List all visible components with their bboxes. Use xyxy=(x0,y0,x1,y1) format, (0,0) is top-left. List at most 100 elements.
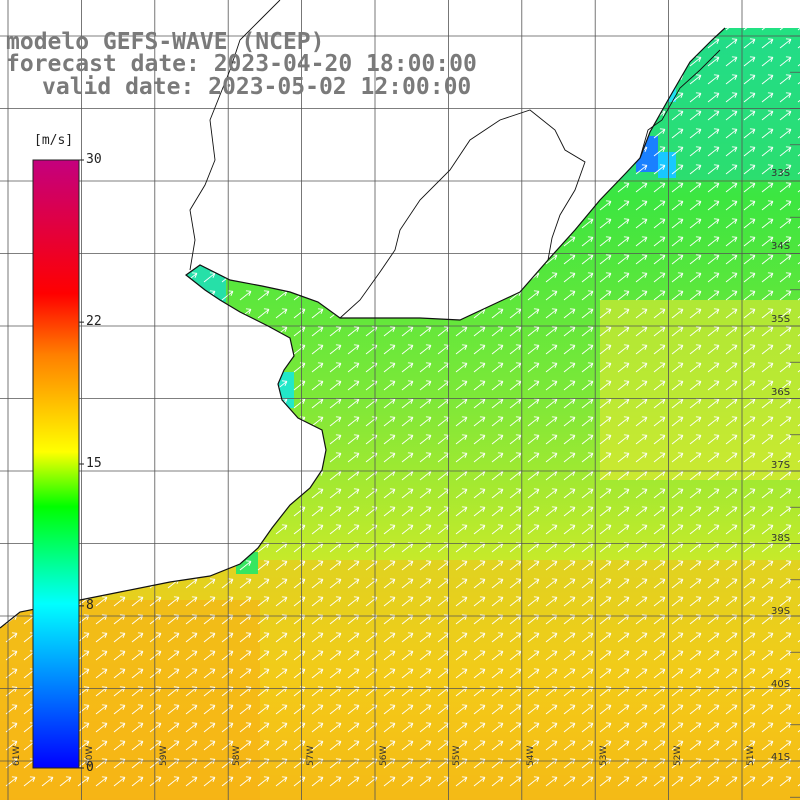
wind-arrow xyxy=(635,740,648,751)
wind-arrow xyxy=(635,578,648,589)
wind-arrow xyxy=(329,506,342,517)
wind-arrow xyxy=(293,722,306,733)
wind-arrow xyxy=(653,380,666,391)
wind-arrow xyxy=(491,488,504,499)
latitude-label: 40S xyxy=(771,679,791,690)
wind-arrow xyxy=(689,56,702,67)
wind-arrow xyxy=(293,578,306,589)
wind-arrow xyxy=(95,704,108,715)
wind-arrow xyxy=(527,488,540,499)
wind-arrow xyxy=(563,326,576,337)
wind-arrow xyxy=(581,776,594,787)
wind-arrow xyxy=(761,632,774,643)
wind-arrow xyxy=(743,560,756,571)
wind-arrow xyxy=(329,578,342,589)
wind-arrow xyxy=(761,776,774,787)
wind-arrow xyxy=(743,524,756,535)
wind-arrow xyxy=(293,398,306,409)
wind-arrow xyxy=(275,560,288,571)
wind-arrow xyxy=(545,290,558,301)
wind-arrow xyxy=(761,722,774,733)
wind-arrow xyxy=(329,326,342,337)
wind-arrow xyxy=(347,668,360,679)
wind-arrow xyxy=(419,776,432,787)
wind-arrow xyxy=(455,524,468,535)
wind-arrow xyxy=(617,362,630,373)
wind-arrow xyxy=(545,722,558,733)
wind-arrow xyxy=(671,578,684,589)
wind-arrow xyxy=(113,776,126,787)
wind-arrow xyxy=(77,650,90,661)
wind-arrow xyxy=(383,722,396,733)
wind-arrow xyxy=(689,740,702,751)
wind-arrow xyxy=(617,524,630,535)
wind-arrow xyxy=(653,326,666,337)
wind-arrow xyxy=(725,596,738,607)
wind-arrow xyxy=(707,254,720,265)
wind-arrow xyxy=(329,776,342,787)
wind-arrow xyxy=(761,146,774,157)
wind-arrow xyxy=(527,344,540,355)
wind-arrow xyxy=(491,578,504,589)
wind-arrow xyxy=(617,218,630,229)
country-border xyxy=(339,109,586,319)
lagoon-coast xyxy=(639,49,721,159)
wind-arrow xyxy=(383,560,396,571)
wind-arrow xyxy=(545,524,558,535)
wind-arrow xyxy=(545,632,558,643)
wind-arrow xyxy=(743,596,756,607)
wind-arrow xyxy=(779,560,792,571)
river-border xyxy=(189,0,281,271)
wind-arrow xyxy=(257,290,270,301)
wind-arrow xyxy=(563,506,576,517)
wind-arrow xyxy=(131,632,144,643)
wind-arrow xyxy=(671,452,684,463)
wind-arrow xyxy=(419,380,432,391)
wind-arrow xyxy=(761,344,774,355)
wind-arrow xyxy=(743,110,756,121)
wind-arrow xyxy=(743,182,756,193)
wind-arrow xyxy=(545,506,558,517)
wind-arrow xyxy=(347,434,360,445)
wind-arrow xyxy=(509,578,522,589)
wind-arrow xyxy=(419,344,432,355)
wind-arrow xyxy=(545,704,558,715)
wind-arrow xyxy=(599,218,612,229)
wind-arrow xyxy=(707,110,720,121)
wind-arrow xyxy=(779,398,792,409)
wind-arrow xyxy=(779,722,792,733)
wind-arrow xyxy=(635,560,648,571)
wind-arrow xyxy=(131,740,144,751)
wind-arrow xyxy=(239,722,252,733)
wind-arrow xyxy=(617,344,630,355)
wind-arrow xyxy=(779,110,792,121)
wind-arrow xyxy=(707,632,720,643)
wind-arrow xyxy=(329,632,342,643)
wind-arrow xyxy=(347,776,360,787)
wind-arrow xyxy=(203,632,216,643)
latitude-label: 38S xyxy=(771,533,791,544)
latitude-label: 33S xyxy=(771,168,791,179)
wind-arrow xyxy=(653,218,666,229)
wind-arrow xyxy=(491,380,504,391)
wind-arrow xyxy=(599,668,612,679)
wind-arrow xyxy=(275,722,288,733)
wind-arrow xyxy=(779,200,792,211)
wind-arrow xyxy=(779,272,792,283)
wind-arrow xyxy=(95,722,108,733)
wind-arrow xyxy=(689,236,702,247)
wind-arrow xyxy=(509,362,522,373)
longitude-label: 61W xyxy=(12,745,22,766)
wind-arrow xyxy=(491,344,504,355)
wind-arrow xyxy=(293,524,306,535)
wind-arrow xyxy=(779,28,792,31)
wind-arrow xyxy=(671,146,684,157)
wind-arrow xyxy=(671,344,684,355)
wind-arrow xyxy=(743,704,756,715)
wind-arrow xyxy=(473,416,486,427)
wind-arrow xyxy=(545,380,558,391)
wind-arrow xyxy=(401,488,414,499)
wind-arrow xyxy=(617,560,630,571)
wind-arrow xyxy=(725,344,738,355)
wind-arrow xyxy=(779,146,792,157)
